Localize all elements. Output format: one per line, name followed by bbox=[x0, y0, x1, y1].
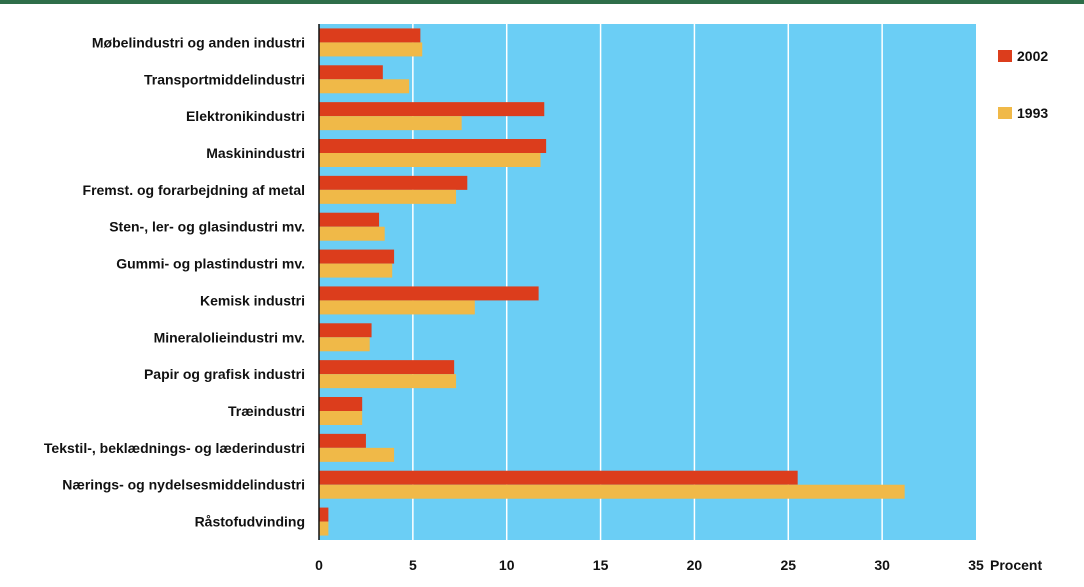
x-tick-label: 5 bbox=[409, 557, 417, 573]
top-rule bbox=[0, 0, 1084, 4]
bars bbox=[319, 28, 905, 536]
x-tick-label: 0 bbox=[315, 557, 323, 573]
x-tick-label: 20 bbox=[687, 557, 703, 573]
bar-1993-7 bbox=[319, 300, 475, 315]
bar-1993-3 bbox=[319, 153, 541, 167]
category-label: Gummi- og plastindustri mv. bbox=[116, 256, 305, 272]
legend-label-1993: 1993 bbox=[1017, 105, 1048, 121]
bar-2002-10 bbox=[319, 397, 363, 411]
bar-1993-0 bbox=[319, 42, 423, 57]
x-tick-label: 10 bbox=[499, 557, 515, 573]
bar-2002-11 bbox=[319, 433, 366, 448]
x-tick-label: 35 bbox=[968, 557, 984, 573]
category-label: Maskinindustri bbox=[206, 145, 305, 161]
category-label: Transportmiddelindustri bbox=[144, 71, 305, 87]
bar-2002-0 bbox=[319, 28, 421, 43]
bar-2002-12 bbox=[319, 470, 798, 485]
bar-1993-9 bbox=[319, 374, 457, 389]
bar-2002-9 bbox=[319, 360, 455, 375]
bar-1993-12 bbox=[319, 484, 905, 499]
x-tick-label: 15 bbox=[593, 557, 609, 573]
bar-2002-3 bbox=[319, 139, 547, 153]
x-axis-label: Procent bbox=[990, 557, 1042, 573]
category-label: Møbelindustri og anden industri bbox=[92, 34, 305, 50]
bar-1993-6 bbox=[319, 263, 393, 278]
legend-label-2002: 2002 bbox=[1017, 48, 1048, 64]
legend-swatch-1993 bbox=[998, 107, 1012, 119]
legend-swatch-2002 bbox=[998, 50, 1012, 62]
bar-1993-10 bbox=[319, 411, 363, 425]
bar-2002-1 bbox=[319, 65, 383, 80]
bar-2002-8 bbox=[319, 323, 372, 338]
category-label: Mineralolieindustri mv. bbox=[154, 329, 305, 345]
bar-1993-13 bbox=[319, 521, 329, 536]
category-label: Papir og grafisk industri bbox=[144, 366, 305, 382]
bar-1993-8 bbox=[319, 337, 370, 352]
bar-1993-2 bbox=[319, 116, 462, 131]
bar-2002-2 bbox=[319, 102, 545, 117]
x-tick-label: 25 bbox=[780, 557, 796, 573]
category-label: Elektronikindustri bbox=[186, 108, 305, 124]
plot-area bbox=[319, 24, 976, 540]
bar-2002-4 bbox=[319, 175, 468, 190]
x-tick-label: 30 bbox=[874, 557, 890, 573]
category-label: Træindustri bbox=[228, 403, 305, 419]
bar-2002-5 bbox=[319, 212, 380, 227]
bar-2002-13 bbox=[319, 507, 329, 522]
bar-1993-11 bbox=[319, 447, 395, 462]
category-label: Tekstil-, beklædnings- og læderindustri bbox=[44, 440, 305, 456]
bar-1993-5 bbox=[319, 226, 385, 241]
bar-1993-1 bbox=[319, 79, 410, 94]
category-label: Kemisk industri bbox=[200, 292, 305, 308]
bar-1993-4 bbox=[319, 189, 457, 204]
grid-lines bbox=[412, 24, 883, 540]
category-label: Fremst. og forarbejdning af metal bbox=[83, 182, 305, 198]
category-label: Nærings- og nydelsesmiddelindustri bbox=[62, 477, 305, 493]
category-label: Sten-, ler- og glasindustri mv. bbox=[109, 219, 305, 235]
legend: 2002 1993 bbox=[998, 48, 1048, 121]
category-label: Råstofudvinding bbox=[195, 514, 305, 530]
bar-2002-6 bbox=[319, 249, 395, 264]
bar-2002-7 bbox=[319, 286, 539, 301]
category-labels: Møbelindustri og anden industri Transport… bbox=[44, 34, 305, 529]
x-tick-labels: 0 5 10 15 20 25 30 35 bbox=[315, 557, 984, 573]
